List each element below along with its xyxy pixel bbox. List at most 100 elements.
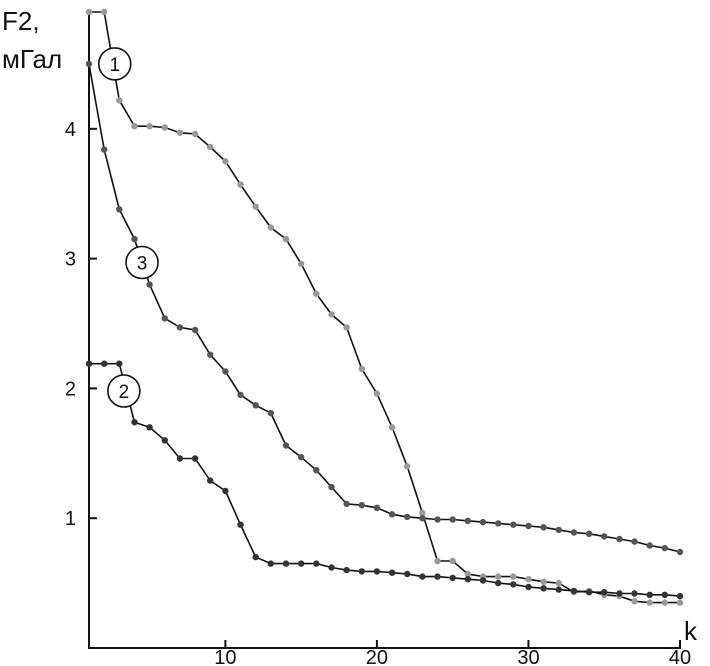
data-point [540, 524, 547, 531]
data-point [176, 455, 184, 462]
data-point [616, 535, 623, 543]
data-point [207, 351, 214, 358]
data-point [479, 577, 487, 584]
data-point [222, 487, 229, 495]
data-point [540, 578, 547, 585]
data-point [101, 8, 108, 16]
y-tick-label: 3 [65, 249, 76, 271]
data-point [661, 591, 668, 598]
data-point [237, 521, 244, 528]
data-point [298, 454, 305, 461]
data-point [676, 599, 684, 606]
data-point [237, 391, 244, 399]
series-1 [85, 8, 684, 606]
data-point [525, 576, 532, 583]
data-point [85, 8, 93, 16]
data-point [328, 483, 335, 491]
axes [88, 10, 681, 649]
data-point [570, 587, 578, 595]
label-text: 3 [137, 254, 148, 275]
data-point [525, 583, 532, 591]
data-point [616, 590, 623, 597]
data-point [131, 123, 138, 130]
data-point [161, 437, 168, 444]
data-point [373, 568, 381, 575]
y-tick-label: 1 [65, 508, 76, 530]
data-point [646, 599, 653, 606]
data-point [464, 517, 471, 524]
data-point [525, 522, 532, 530]
data-point [646, 591, 653, 598]
data-point [555, 579, 562, 587]
data-point [116, 206, 123, 213]
data-point [540, 585, 547, 592]
series-label-2: 2 [107, 374, 141, 408]
data-point [434, 573, 441, 580]
data-point [373, 504, 381, 511]
data-point [449, 574, 456, 582]
data-point [631, 590, 638, 597]
data-point [343, 500, 350, 508]
label-circle [97, 47, 132, 81]
data-point [464, 576, 471, 583]
data-point [449, 557, 456, 565]
ticks: 10 20 30 40 1 2 3 4 [65, 119, 691, 666]
data-point [510, 573, 517, 580]
data-point [116, 97, 123, 104]
x-tick-label: 40 [669, 647, 691, 666]
data-point [464, 570, 471, 578]
data-point [404, 570, 411, 578]
data-point [676, 548, 684, 556]
data-point [191, 130, 199, 138]
data-point [313, 290, 320, 297]
data-point [176, 324, 184, 331]
data-point [434, 516, 441, 523]
data-point [404, 463, 411, 470]
x-tick-label: 10 [214, 647, 236, 666]
data-point [101, 146, 108, 153]
data-point [252, 402, 259, 409]
data-point [358, 568, 365, 575]
label-text: 2 [119, 382, 130, 403]
data-point [161, 124, 168, 131]
data-point [510, 581, 517, 588]
data-point [298, 260, 305, 267]
data-point [222, 368, 229, 375]
label-circle [125, 245, 159, 280]
y-axis-title-line1: F2, [2, 6, 40, 36]
data-point [85, 360, 93, 367]
y-tick-label: 4 [65, 119, 76, 141]
data-point [661, 544, 668, 552]
data-point [282, 560, 290, 567]
data-point [85, 60, 93, 68]
data-point [434, 557, 441, 565]
data-point [146, 424, 153, 431]
data-point [328, 311, 335, 318]
data-point [313, 467, 320, 474]
data-point [373, 390, 381, 397]
data-point [313, 560, 320, 567]
data-point [388, 569, 396, 576]
series-2 [85, 360, 684, 600]
data-point [631, 538, 638, 545]
y-tick-label: 2 [65, 378, 76, 400]
data-point [388, 424, 396, 431]
data-point [146, 123, 153, 130]
data-point [388, 511, 396, 518]
data-point [267, 224, 274, 231]
data-point [631, 598, 638, 605]
data-point [237, 181, 244, 188]
data-point [479, 518, 487, 526]
data-point [601, 533, 608, 540]
series-line [88, 63, 681, 553]
data-point [570, 529, 578, 536]
data-point [343, 566, 350, 574]
data-point [252, 553, 259, 561]
data-point [252, 203, 259, 210]
series-line [89, 362, 681, 597]
data-point [510, 521, 517, 528]
series-label-1: 1 [97, 47, 132, 81]
data-point [131, 419, 138, 426]
data-point [676, 592, 684, 600]
x-tick-label: 30 [517, 647, 539, 666]
